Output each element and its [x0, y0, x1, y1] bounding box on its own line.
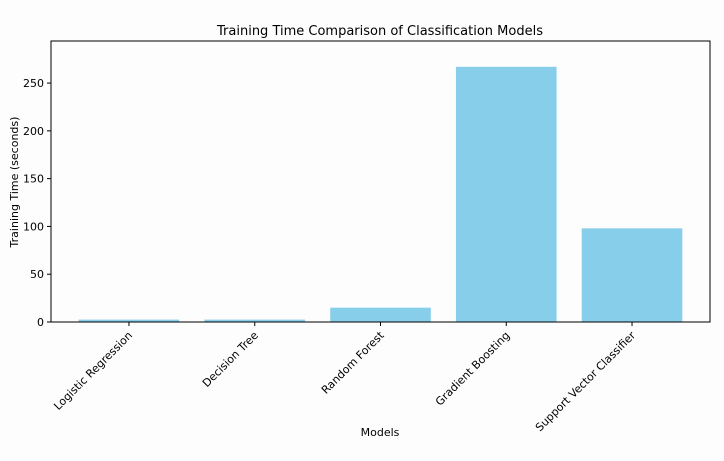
x-tick-label: Logistic Regression — [51, 329, 135, 413]
bar-logistic-regression — [78, 319, 180, 322]
bar-support-vector-classifier — [581, 228, 683, 322]
bar-gradient-boosting — [455, 66, 557, 322]
y-tick-label: 150 — [23, 173, 44, 186]
x-tick-label: Decision Tree — [200, 329, 261, 390]
y-tick-label: 100 — [23, 220, 44, 233]
y-tick-label: 200 — [23, 125, 44, 138]
y-axis-label: Training Time (seconds) — [8, 117, 21, 249]
x-axis-label: Models — [361, 426, 400, 439]
x-tick-label: Gradient Boosting — [433, 329, 513, 409]
bars-group — [78, 66, 683, 322]
y-tick-label: 250 — [23, 77, 44, 90]
bar-random-forest — [330, 307, 431, 322]
chart-title: Training Time Comparison of Classificati… — [216, 24, 543, 39]
plot-frame — [50, 40, 711, 323]
y-tick-label: 50 — [30, 268, 44, 281]
x-tick-label: Support Vector Classifier — [533, 329, 639, 435]
bar-decision-tree — [204, 319, 306, 322]
y-tick-label: 0 — [37, 316, 44, 329]
x-tick-label: Random Forest — [319, 328, 387, 396]
